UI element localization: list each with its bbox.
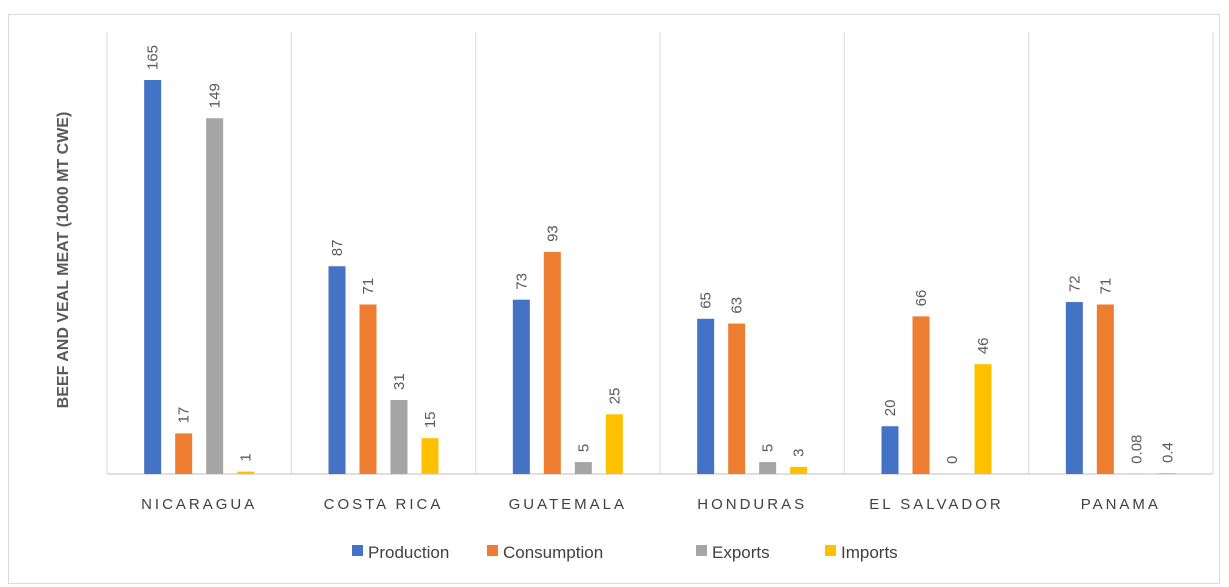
- bar-imports-panama: [1158, 473, 1176, 474]
- x-tick-label-el-salvador: EL SALVADOR: [869, 496, 1003, 513]
- data-label: 31: [391, 373, 408, 390]
- data-label: 46: [975, 337, 992, 354]
- data-label: 66: [913, 290, 930, 307]
- legend-swatch-exports: [696, 545, 707, 556]
- data-label: 0.4: [1159, 442, 1176, 463]
- bar-imports-nicaragua: [237, 471, 255, 474]
- bar-consumption-honduras: [728, 323, 746, 474]
- bar-consumption-panama: [1096, 304, 1114, 474]
- x-tick-label-honduras: HONDURAS: [697, 496, 807, 513]
- data-label: 93: [544, 225, 561, 242]
- data-label: 87: [329, 240, 346, 257]
- legend-swatch-imports: [825, 545, 836, 556]
- data-label: 73: [513, 273, 530, 290]
- data-label: 3: [791, 448, 808, 456]
- legend-label-production: Production: [368, 543, 449, 562]
- bar-imports-costa-rica: [421, 438, 439, 474]
- data-label: 5: [760, 444, 777, 452]
- data-label: 71: [1097, 278, 1114, 295]
- bar-exports-nicaragua: [206, 118, 224, 475]
- bar-consumption-nicaragua: [175, 433, 193, 474]
- data-label: 20: [882, 400, 899, 417]
- x-tick-label-nicaragua: NICARAGUA: [141, 496, 257, 513]
- legend-label-consumption: Consumption: [503, 543, 603, 562]
- data-label: 72: [1066, 275, 1083, 292]
- bar-production-el-salvador: [881, 426, 899, 474]
- bar-production-guatemala: [512, 299, 530, 474]
- legend-label-imports: Imports: [841, 543, 898, 562]
- data-label: 165: [145, 45, 162, 70]
- legend-swatch-production: [352, 545, 363, 556]
- data-label: 65: [698, 292, 715, 309]
- bar-consumption-el-salvador: [912, 316, 930, 474]
- x-tick-label-guatemala: GUATEMALA: [509, 496, 627, 513]
- bar-exports-costa-rica: [390, 399, 408, 474]
- data-label: 71: [360, 278, 377, 295]
- bar-production-nicaragua: [144, 80, 162, 474]
- data-label: 25: [606, 388, 623, 405]
- data-label: 0: [944, 456, 961, 464]
- data-label: 1: [238, 453, 255, 461]
- bar-consumption-guatemala: [543, 251, 561, 474]
- bar-production-honduras: [697, 318, 715, 474]
- x-tick-label-panama: PANAMA: [1081, 496, 1161, 513]
- bar-imports-honduras: [790, 466, 808, 474]
- legend-label-exports: Exports: [712, 543, 770, 562]
- data-label: 63: [729, 297, 746, 314]
- bar-production-costa-rica: [328, 266, 346, 474]
- bar-exports-honduras: [759, 462, 777, 474]
- legend-swatch-consumption: [487, 545, 498, 556]
- data-label: 0.08: [1128, 435, 1145, 464]
- data-label: 17: [176, 407, 193, 424]
- bar-exports-guatemala: [574, 462, 592, 474]
- bar-imports-el-salvador: [974, 364, 992, 474]
- bar-production-panama: [1065, 302, 1083, 474]
- data-label: 5: [575, 444, 592, 452]
- bar-consumption-costa-rica: [359, 304, 377, 474]
- y-axis-label: BEEF AND VEAL MEAT (1000 MT CWE): [55, 112, 72, 409]
- data-label: 15: [422, 411, 439, 428]
- data-label: 149: [207, 83, 224, 108]
- bar-imports-guatemala: [605, 414, 623, 474]
- x-tick-label-costa-rica: COSTA RICA: [324, 496, 444, 513]
